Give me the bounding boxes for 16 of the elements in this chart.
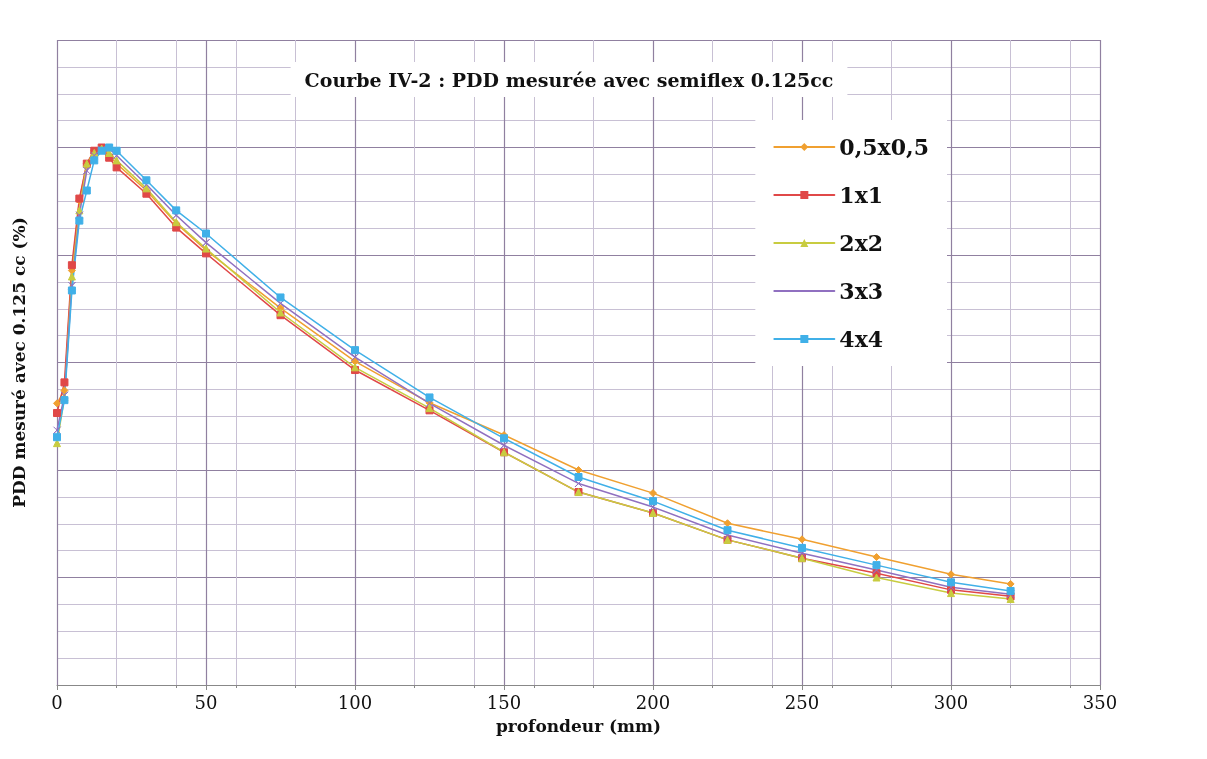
legend-label: 0,5x0,5 xyxy=(839,134,930,160)
x-tick-label: 350 xyxy=(1082,691,1118,713)
x-tick-label: 150 xyxy=(486,691,522,713)
y-axis-title: PDD mesuré avec 0.125 cc (%) xyxy=(8,217,29,508)
chart-title: Courbe IV-2 : PDD mesurée avec semiflex 0.125cc xyxy=(304,68,834,91)
x-axis-title: profondeur (mm) xyxy=(495,715,662,736)
legend-label: 2x2 xyxy=(839,230,884,256)
x-tick-label: 50 xyxy=(194,691,218,713)
x-tick-label: 0 xyxy=(51,691,63,713)
legend-label: 1x1 xyxy=(839,182,884,208)
x-tick-label: 200 xyxy=(635,691,671,713)
x-tick-label: 300 xyxy=(933,691,969,713)
x-tick-label: 100 xyxy=(337,691,373,713)
legend-label: 3x3 xyxy=(839,278,884,304)
x-tick-label: 250 xyxy=(784,691,820,713)
legend-label: 4x4 xyxy=(839,326,884,352)
